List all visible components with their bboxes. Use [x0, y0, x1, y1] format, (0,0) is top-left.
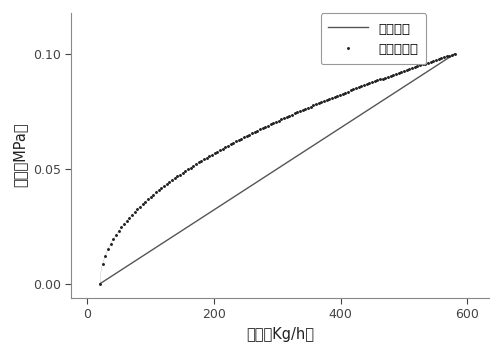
Legend: 线性关系, 凸函数关系: 线性关系, 凸函数关系	[320, 13, 426, 64]
Y-axis label: 压差（MPa）: 压差（MPa）	[13, 123, 28, 187]
凸函数关系	[139, 202, 145, 206]
凸函数关系	[451, 52, 457, 56]
凸函数关系	[237, 137, 243, 141]
凸函数关系	[320, 99, 326, 104]
凸函数关系	[97, 282, 103, 286]
凸函数关系	[354, 86, 360, 90]
凸函数关系	[352, 86, 358, 91]
凸函数关系	[212, 150, 218, 155]
X-axis label: 流量（Kg/h）: 流量（Kg/h）	[246, 326, 314, 342]
Line: 凸函数关系: 凸函数关系	[98, 52, 455, 285]
